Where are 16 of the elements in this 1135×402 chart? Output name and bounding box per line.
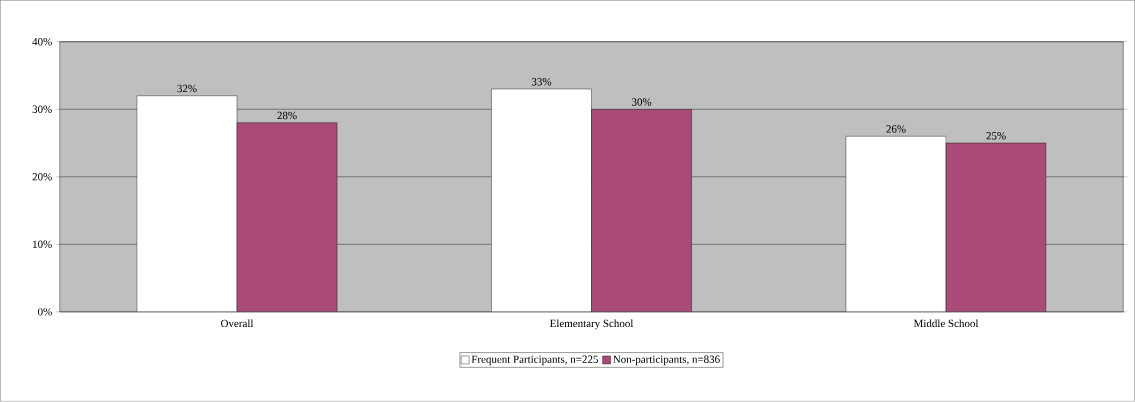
y-tick-label: 40% (32, 38, 52, 46)
data-label: 33% (531, 78, 552, 86)
data-label: 25% (986, 132, 1006, 140)
x-tick-label: Middle School (913, 319, 979, 328)
data-label: 26% (886, 125, 906, 133)
legend-label: Non-participants, n=836 (613, 355, 720, 366)
data-label: 32% (177, 84, 197, 93)
data-label: 28% (277, 112, 297, 120)
y-tick-label: 30% (32, 105, 52, 114)
legend-label: Frequent Participants, n=225 (471, 355, 598, 366)
data-label: 30% (632, 98, 652, 106)
y-tick-label: 10% (33, 240, 52, 249)
x-tick-label: Elementary School (549, 319, 634, 330)
y-tick-label: 0% (38, 308, 52, 316)
x-tick-label: Overall (221, 319, 254, 328)
y-tick-label: 20% (32, 173, 52, 181)
